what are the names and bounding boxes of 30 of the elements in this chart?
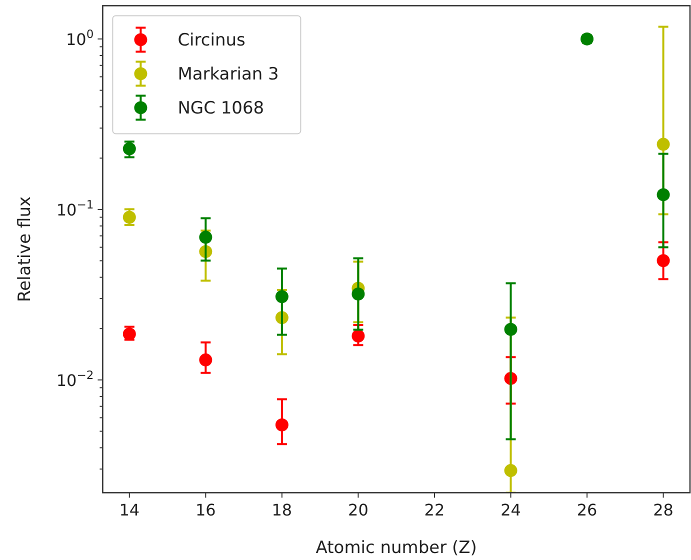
point (199, 230, 212, 244)
x-tick-label: 14 (119, 500, 140, 520)
point (352, 330, 365, 342)
point (199, 353, 212, 366)
point (352, 288, 365, 301)
point (275, 290, 288, 304)
point (580, 32, 594, 46)
y-tick-label: 10$^{−1}$ (56, 197, 94, 220)
x-tick-label: 24 (500, 500, 521, 520)
point (275, 418, 288, 432)
point (122, 142, 136, 156)
x-tick-label: 28 (653, 500, 674, 520)
legend-label: Markarian 3 (178, 64, 279, 85)
point (656, 138, 670, 151)
x-tick-label: 26 (576, 500, 598, 520)
x-tick-label: 22 (424, 500, 445, 520)
point (504, 322, 518, 336)
x-tick-label: 20 (348, 500, 368, 520)
x-tick-label: 18 (272, 500, 292, 520)
x-tick-label: 16 (195, 500, 216, 520)
point (656, 254, 670, 268)
y-tick-label: 10$^{0}$ (66, 26, 94, 49)
legend-label: NGC 1068 (178, 98, 264, 119)
y-axis-title: Relative flux (15, 196, 35, 302)
legend-label: Circinus (178, 30, 246, 51)
y-tick-label: 10$^{−2}$ (56, 368, 94, 390)
point (504, 464, 518, 478)
point (656, 188, 670, 202)
x-axis-title: Atomic number (Z) (316, 538, 477, 558)
point (122, 210, 136, 224)
